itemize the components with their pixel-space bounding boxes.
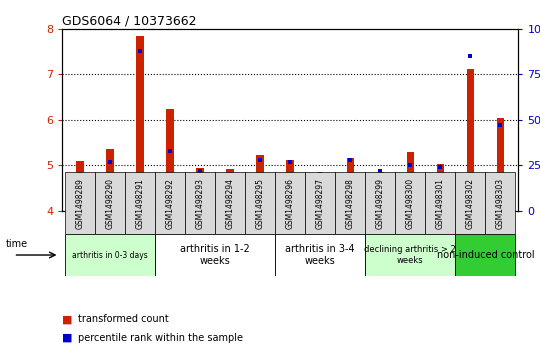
FancyBboxPatch shape xyxy=(95,172,125,234)
Bar xyxy=(347,158,354,211)
Text: arthritis in 0-3 days: arthritis in 0-3 days xyxy=(72,250,148,260)
Text: arthritis in 1-2
weeks: arthritis in 1-2 weeks xyxy=(180,244,250,266)
Bar xyxy=(76,160,84,211)
Bar xyxy=(166,109,174,211)
Text: GSM1498295: GSM1498295 xyxy=(256,178,265,229)
Bar xyxy=(106,149,114,211)
Bar xyxy=(467,69,474,211)
FancyBboxPatch shape xyxy=(426,172,455,234)
FancyBboxPatch shape xyxy=(155,172,185,234)
Text: declining arthritis > 2
weeks: declining arthritis > 2 weeks xyxy=(364,245,456,265)
Text: percentile rank within the sample: percentile rank within the sample xyxy=(78,333,244,343)
FancyBboxPatch shape xyxy=(125,172,155,234)
Text: GSM1498294: GSM1498294 xyxy=(226,178,235,229)
Text: GSM1498298: GSM1498298 xyxy=(346,178,355,229)
Text: GSM1498296: GSM1498296 xyxy=(286,178,295,229)
Text: GSM1498303: GSM1498303 xyxy=(496,178,505,229)
Text: GSM1498301: GSM1498301 xyxy=(436,178,445,229)
Text: ■: ■ xyxy=(62,314,72,325)
FancyBboxPatch shape xyxy=(455,234,515,276)
Text: GSM1498292: GSM1498292 xyxy=(166,178,174,229)
FancyBboxPatch shape xyxy=(155,234,275,276)
Bar xyxy=(287,160,294,211)
Bar xyxy=(226,169,234,211)
FancyBboxPatch shape xyxy=(215,172,245,234)
Text: GSM1498293: GSM1498293 xyxy=(195,178,205,229)
FancyBboxPatch shape xyxy=(185,172,215,234)
Bar xyxy=(316,178,324,211)
Bar xyxy=(497,118,504,211)
Text: GSM1498290: GSM1498290 xyxy=(106,178,114,229)
Text: transformed count: transformed count xyxy=(78,314,169,325)
Bar xyxy=(197,168,204,211)
FancyBboxPatch shape xyxy=(65,234,155,276)
FancyBboxPatch shape xyxy=(365,172,395,234)
Text: ■: ■ xyxy=(62,333,72,343)
Text: GSM1498300: GSM1498300 xyxy=(406,178,415,229)
Text: GSM1498302: GSM1498302 xyxy=(466,178,475,229)
FancyBboxPatch shape xyxy=(365,234,455,276)
Bar xyxy=(256,155,264,211)
Bar xyxy=(376,172,384,211)
FancyBboxPatch shape xyxy=(275,234,365,276)
Text: GSM1498289: GSM1498289 xyxy=(76,178,85,229)
Bar xyxy=(407,152,414,211)
Text: non-induced control: non-induced control xyxy=(436,250,534,260)
Text: time: time xyxy=(5,239,28,249)
Bar xyxy=(137,36,144,211)
FancyBboxPatch shape xyxy=(245,172,275,234)
FancyBboxPatch shape xyxy=(305,172,335,234)
FancyBboxPatch shape xyxy=(275,172,305,234)
FancyBboxPatch shape xyxy=(65,172,95,234)
Text: arthritis in 3-4
weeks: arthritis in 3-4 weeks xyxy=(286,244,355,266)
FancyBboxPatch shape xyxy=(395,172,426,234)
Text: GSM1498297: GSM1498297 xyxy=(316,178,325,229)
FancyBboxPatch shape xyxy=(485,172,515,234)
Text: GSM1498299: GSM1498299 xyxy=(376,178,385,229)
FancyBboxPatch shape xyxy=(335,172,365,234)
Text: GDS6064 / 10373662: GDS6064 / 10373662 xyxy=(62,15,197,28)
Text: GSM1498291: GSM1498291 xyxy=(136,178,145,229)
FancyBboxPatch shape xyxy=(455,172,485,234)
Bar xyxy=(437,164,444,211)
